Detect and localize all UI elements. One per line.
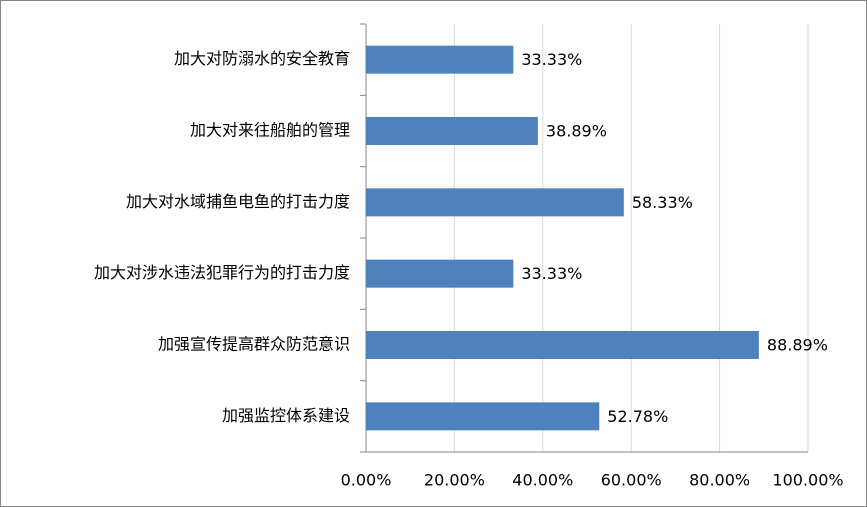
x-tick-label: 0.00% (341, 471, 392, 490)
bar (366, 45, 514, 74)
data-label: 88.89% (767, 336, 828, 355)
data-label: 38.89% (546, 122, 607, 141)
y-tick-label: 加强监控体系建设 (222, 406, 350, 425)
x-tick-label: 100.00% (772, 471, 843, 490)
y-tick-label: 加大对涉水违法犯罪行为的打击力度 (94, 263, 350, 282)
x-tick-label: 20.00% (424, 471, 485, 490)
x-tick-label: 40.00% (512, 471, 573, 490)
bar (366, 402, 600, 431)
y-tick-label: 加强宣传提高群众防范意识 (158, 335, 350, 354)
y-tick-label: 加大对防溺水的安全教育 (174, 49, 350, 68)
x-tick-label: 80.00% (689, 471, 750, 490)
data-label: 33.33% (521, 50, 582, 69)
y-tick-label: 加大对水域捕鱼电鱼的打击力度 (126, 192, 350, 211)
x-tick-label: 60.00% (601, 471, 662, 490)
bar (366, 331, 759, 359)
y-tick-label: 加大对来往船舶的管理 (190, 121, 350, 140)
data-label: 33.33% (521, 264, 582, 283)
bar (366, 117, 538, 145)
data-label: 58.33% (632, 193, 693, 212)
data-label: 52.78% (607, 407, 668, 426)
bar (366, 188, 624, 217)
bar (366, 259, 514, 288)
